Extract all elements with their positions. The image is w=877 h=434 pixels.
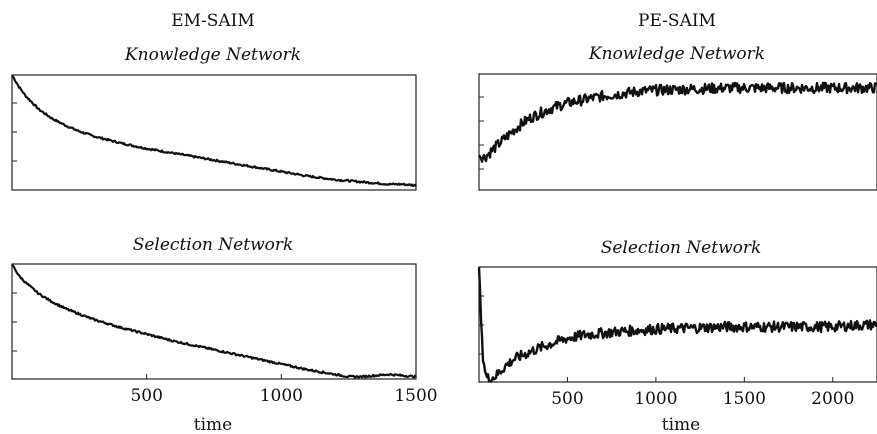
panel-title-em-selection: Selection Network [133, 235, 294, 255]
series-lines [11, 74, 877, 383]
panel-frame-em-knowledge [11, 74, 417, 191]
panel-frame-em-selection [11, 263, 417, 380]
x-tick-label: 500 [130, 386, 162, 406]
x-tick-label: 500 [551, 389, 583, 409]
x-tick-label: 1000 [260, 386, 303, 406]
column-title-pe-saim: PE-SAIM [638, 11, 716, 31]
x-tick-label: 2000 [811, 389, 854, 409]
series-line-pe-selection [477, 267, 877, 383]
x-ticks: 500 1000 1500 500 1000 1500 2000 [130, 374, 854, 409]
x-axis-label-em: time [194, 415, 232, 434]
column-title-em-saim: EM-SAIM [171, 11, 255, 31]
series-line-pe-knowledge [478, 81, 877, 163]
x-tick-label: 1000 [634, 389, 677, 409]
panel-title-em-knowledge: Knowledge Network [124, 45, 301, 65]
panel-title-pe-selection: Selection Network [601, 238, 762, 258]
panel-title-pe-knowledge: Knowledge Network [588, 44, 765, 64]
x-axis-label-pe: time [662, 415, 700, 434]
x-tick-label: 1500 [723, 389, 766, 409]
panel-frame-pe-knowledge [478, 73, 877, 191]
series-line-em-knowledge [11, 74, 417, 187]
series-line-em-selection [11, 263, 417, 379]
x-tick-label: 1500 [394, 386, 437, 406]
